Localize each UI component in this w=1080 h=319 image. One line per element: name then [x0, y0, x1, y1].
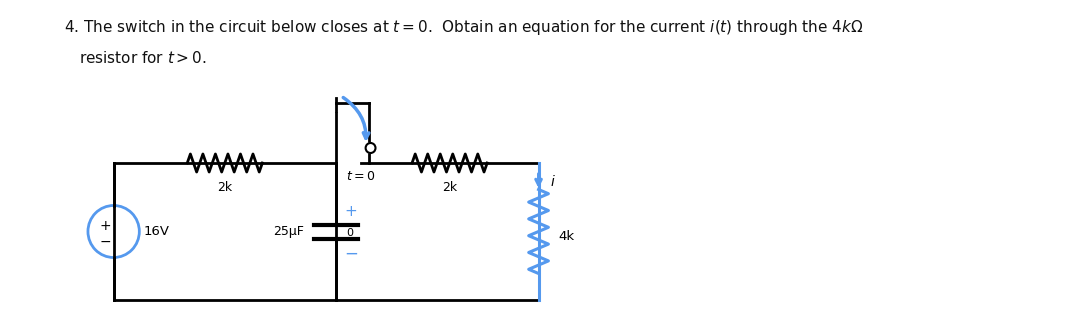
Text: −: − [100, 234, 111, 249]
Text: 4. The switch in the circuit below closes at $t = 0$.  Obtain an equation for th: 4. The switch in the circuit below close… [64, 18, 864, 37]
Text: 2k: 2k [442, 181, 457, 194]
Text: resistor for $t > 0$.: resistor for $t > 0$. [79, 50, 206, 66]
Circle shape [366, 143, 376, 153]
Text: $t=0$: $t=0$ [346, 170, 375, 183]
Text: 4k: 4k [558, 230, 575, 243]
Text: $i$: $i$ [551, 174, 556, 189]
Text: 16V: 16V [144, 225, 170, 238]
Text: −: − [343, 244, 357, 263]
Text: +: + [100, 219, 111, 234]
Text: 25μF: 25μF [273, 225, 305, 238]
Text: 0: 0 [346, 227, 353, 238]
Text: +: + [343, 204, 356, 219]
Text: 2k: 2k [217, 181, 232, 194]
